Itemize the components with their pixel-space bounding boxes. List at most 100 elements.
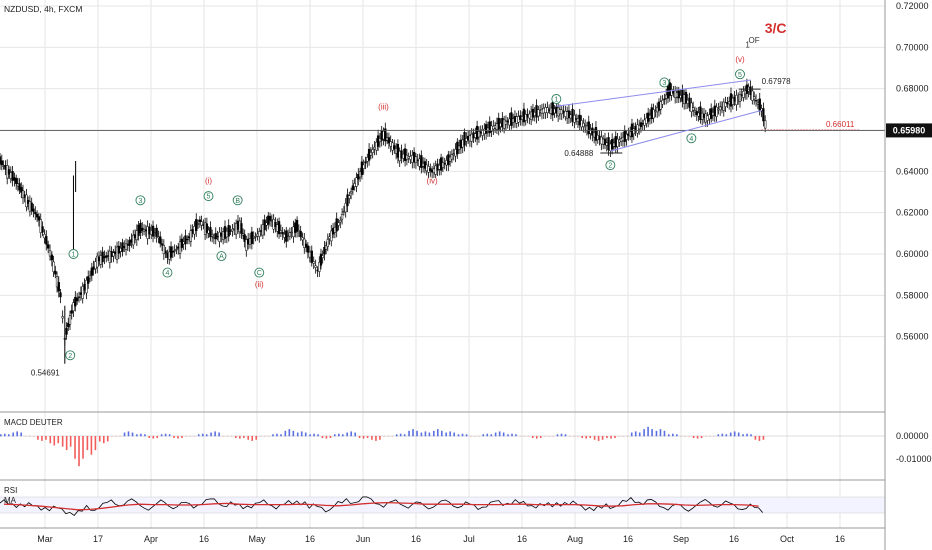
candle-body — [214, 233, 217, 240]
macd-bar — [247, 436, 250, 440]
macd-bar — [313, 433, 315, 437]
candle-body — [193, 226, 196, 235]
candle-body — [150, 230, 153, 235]
candle-body — [292, 226, 295, 238]
macd-bar — [507, 434, 509, 437]
macd-bar — [399, 433, 402, 437]
candle-body — [650, 107, 653, 120]
candle-body — [394, 148, 398, 154]
candle-body — [704, 113, 707, 123]
x-tick-label: 16 — [305, 534, 315, 544]
candle-body — [429, 168, 432, 172]
candle-body — [277, 221, 281, 235]
candle-body — [672, 91, 675, 94]
candle-body — [229, 230, 232, 232]
candle-body — [272, 219, 275, 230]
candle-body — [67, 322, 70, 328]
candle-body — [472, 132, 475, 139]
candle-body — [710, 108, 713, 119]
wave-circle — [686, 133, 697, 144]
candle-body — [57, 282, 60, 292]
candle-body — [737, 97, 740, 100]
ma-label: MA — [4, 496, 16, 505]
candle-body — [638, 124, 641, 130]
candle-body — [719, 106, 722, 111]
macd-bar — [750, 434, 752, 437]
candle-body — [724, 102, 727, 107]
wave-label-red: (v) — [735, 55, 745, 64]
candle-body — [254, 236, 257, 238]
macd-bar — [350, 431, 352, 437]
candle-body — [475, 125, 479, 140]
macd-bar — [655, 430, 658, 437]
macd-bar — [140, 433, 142, 437]
macd-bar — [659, 429, 662, 437]
wave-label-green: 2 — [68, 353, 72, 360]
candle-body — [376, 135, 380, 147]
candle-body — [222, 231, 225, 240]
macd-bar — [98, 436, 101, 442]
candle-body — [342, 210, 346, 213]
macd-bar — [325, 436, 328, 439]
macd-bar — [416, 430, 418, 437]
candle-body — [97, 257, 101, 262]
candle-body — [92, 266, 95, 270]
candle-body — [692, 107, 695, 111]
candle-body — [751, 90, 754, 101]
candle-body — [144, 229, 147, 232]
candle-body — [506, 120, 509, 123]
candle-body — [380, 130, 383, 141]
candle-body — [402, 153, 405, 159]
macd-bar — [647, 426, 649, 437]
candle-body — [695, 111, 698, 115]
candle-body — [328, 236, 331, 239]
candle-body — [711, 112, 715, 116]
candle-body — [641, 123, 644, 125]
candle-body — [411, 155, 414, 163]
candle-body — [443, 163, 446, 165]
macd-bar — [379, 436, 381, 440]
candle-body — [677, 90, 680, 99]
macd-bar — [742, 434, 744, 437]
candle-body — [558, 109, 562, 115]
candle-body — [731, 97, 734, 105]
candle-body — [130, 239, 133, 243]
candle-body — [248, 238, 252, 245]
candle-body — [15, 178, 18, 184]
macd-bar — [725, 434, 728, 437]
macd-bar — [737, 432, 740, 437]
macd-bar — [449, 431, 451, 437]
candle-body — [573, 114, 576, 123]
candle-body — [702, 113, 706, 118]
candle-body — [674, 90, 677, 98]
candle-body — [6, 165, 9, 179]
candle-body — [385, 137, 389, 141]
candle-body — [511, 118, 515, 123]
candle-body — [45, 236, 48, 245]
macd-bar — [556, 434, 559, 437]
candle-body — [79, 292, 83, 295]
candle-body — [90, 267, 93, 276]
candle-body — [173, 250, 176, 252]
candle-body — [623, 130, 626, 142]
candle-body — [303, 238, 306, 248]
macd-bar — [235, 436, 237, 439]
macd-bar — [424, 431, 427, 437]
candle-body — [103, 256, 106, 259]
candle-body — [312, 261, 315, 264]
candle-body — [189, 230, 192, 242]
candle-body — [360, 161, 364, 176]
candle-body — [706, 115, 709, 121]
macd-bar — [436, 429, 439, 437]
macd-bar — [412, 429, 414, 437]
candle-body — [735, 94, 738, 106]
candle-body — [420, 155, 423, 168]
x-tick-label: Apr — [144, 534, 158, 544]
candle-body — [645, 117, 648, 124]
candle-body — [717, 108, 720, 111]
candle-body — [340, 214, 344, 220]
candle-body — [720, 105, 724, 108]
candle-body — [26, 199, 30, 204]
candle-body — [9, 172, 12, 179]
macd-bar — [86, 436, 89, 451]
